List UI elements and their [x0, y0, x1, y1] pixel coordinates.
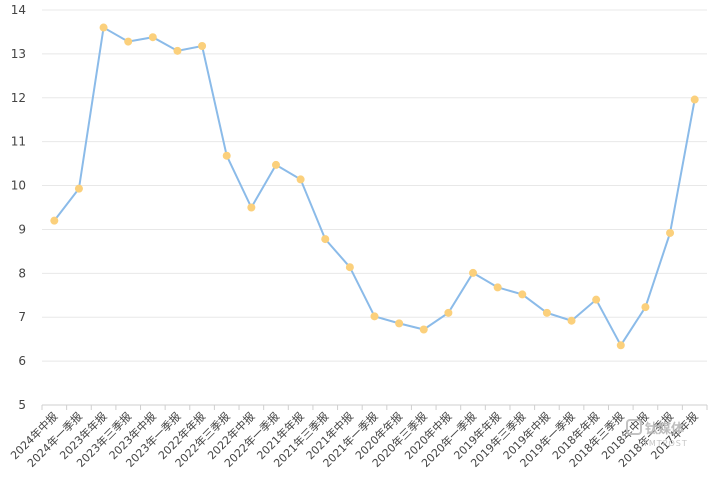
data-point	[74, 184, 83, 193]
data-point	[419, 325, 428, 334]
x-axis-ticks: 2024年中报2024年一季报2023年年报2023年三季报2023年中报202…	[7, 405, 708, 470]
data-point	[493, 283, 502, 292]
watermark-subtext: TMTPOST	[642, 439, 688, 448]
data-point	[247, 203, 256, 212]
data-point	[345, 263, 354, 272]
y-tick-label: 10	[11, 179, 26, 193]
data-point	[99, 23, 108, 32]
data-point	[296, 175, 305, 184]
data-point	[666, 228, 675, 237]
data-point	[50, 216, 59, 225]
watermark-text: 钛媒体	[644, 421, 685, 437]
tmtpost-watermark: 钛媒体 TMTPOST	[626, 419, 688, 448]
data-point	[198, 41, 207, 50]
data-point	[222, 151, 231, 160]
data-point	[271, 160, 280, 169]
y-tick-label: 11	[11, 135, 26, 149]
y-tick-label: 7	[18, 310, 26, 324]
y-tick-label: 14	[11, 3, 26, 17]
y-tick-label: 5	[18, 398, 26, 412]
data-point	[469, 268, 478, 277]
y-axis-ticks: 5 6 7 8 9 10 11 12 13 14	[11, 3, 26, 412]
y-tick-label: 9	[18, 222, 26, 236]
y-tick-label: 6	[18, 354, 26, 368]
data-point	[616, 341, 625, 350]
data-point	[370, 312, 379, 321]
data-point	[124, 37, 133, 46]
data-point	[395, 319, 404, 328]
data-point	[641, 303, 650, 312]
data-point	[518, 290, 527, 299]
y-tick-label: 12	[11, 91, 26, 105]
gridlines	[42, 9, 707, 362]
data-point	[173, 46, 182, 55]
data-point	[567, 316, 576, 325]
data-point	[542, 308, 551, 317]
data-point	[690, 95, 699, 104]
y-tick-label: 8	[18, 266, 26, 280]
data-points	[50, 23, 699, 350]
data-point	[592, 295, 601, 304]
data-point	[148, 33, 157, 42]
y-tick-label: 13	[11, 47, 26, 61]
data-point	[321, 235, 330, 244]
watermark-logo-icon	[626, 419, 642, 435]
data-point	[444, 308, 453, 317]
